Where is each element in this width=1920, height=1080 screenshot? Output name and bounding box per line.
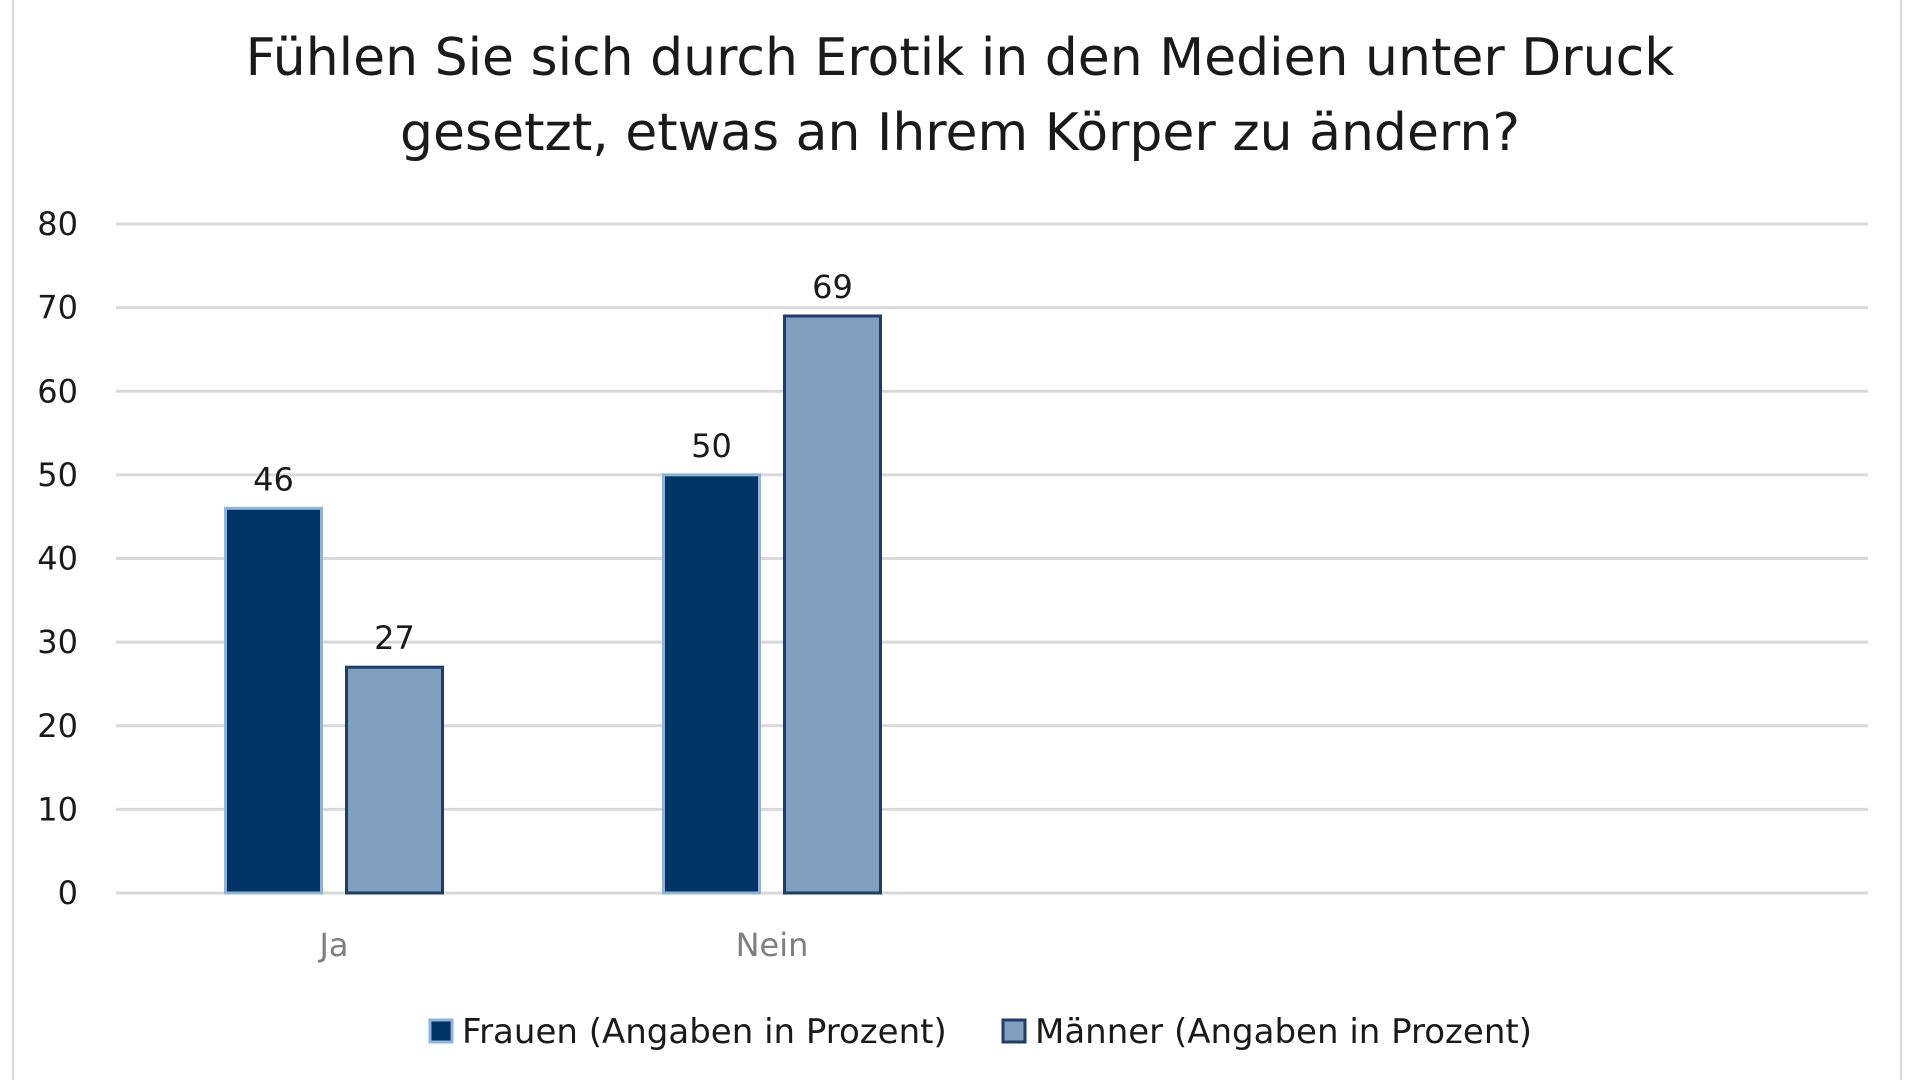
data-label: 27 — [374, 619, 415, 657]
gridlines — [116, 222, 1868, 895]
legend-label-series-1: Frauen (Angaben in Prozent) — [462, 1012, 947, 1052]
x-tick-label-ja: Ja — [317, 926, 348, 964]
chart-title-line-1: Fühlen Sie sich durch Erotik in den Medi… — [246, 28, 1675, 88]
y-tick-label: 30 — [37, 623, 78, 661]
data-label: 46 — [253, 460, 294, 498]
x-axis-ticks: Ja Nein — [317, 926, 808, 964]
x-tick-label-nein: Nein — [736, 926, 809, 964]
bars — [224, 314, 882, 895]
y-axis-ticks: 0 10 20 30 40 50 60 70 80 — [37, 205, 78, 912]
data-labels: 46 27 50 69 — [253, 268, 853, 657]
bar-ja-series-1 — [224, 506, 323, 895]
data-label: 69 — [812, 268, 853, 306]
y-tick-label: 50 — [37, 456, 78, 494]
y-tick-label: 10 — [37, 790, 78, 828]
legend-swatch-series-2 — [1001, 1018, 1027, 1044]
legend: Frauen (Angaben in Prozent) Männer (Angab… — [428, 1012, 1532, 1052]
bar-ja-series-2 — [345, 665, 444, 895]
legend-label-series-2: Männer (Angaben in Prozent) — [1035, 1012, 1532, 1052]
legend-swatch-series-1 — [428, 1018, 454, 1044]
chart-frame — [12, 0, 1902, 1080]
bar-nein-series-1 — [662, 473, 761, 895]
y-tick-label: 70 — [37, 289, 78, 327]
y-tick-label: 60 — [37, 372, 78, 410]
chart-title-line-2: gesetzt, etwas an Ihrem Körper zu ändern… — [400, 103, 1520, 163]
y-tick-label: 20 — [37, 707, 78, 745]
data-label: 50 — [691, 427, 732, 465]
y-tick-label: 0 — [58, 874, 78, 912]
y-tick-label: 80 — [37, 205, 78, 243]
chart-title: Fühlen Sie sich durch Erotik in den Medi… — [246, 28, 1675, 163]
y-tick-label: 40 — [37, 540, 78, 578]
bar-nein-series-2 — [783, 314, 882, 895]
